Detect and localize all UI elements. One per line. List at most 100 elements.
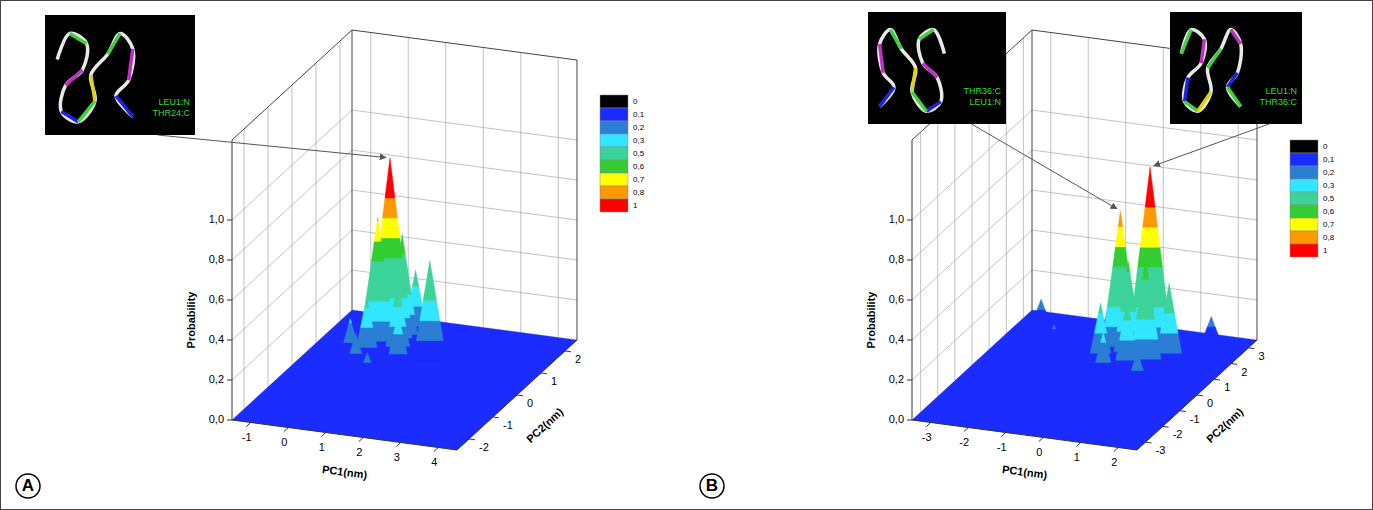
peak-band — [1160, 313, 1178, 333]
peak-band — [1143, 207, 1158, 227]
y-tick — [1146, 442, 1152, 444]
grid-line — [520, 53, 521, 333]
y-tick — [1231, 363, 1237, 365]
x-tick — [246, 423, 250, 427]
x-tick-label: -1 — [242, 431, 252, 443]
colorbar-swatch — [1290, 153, 1318, 166]
backbone-segment — [108, 33, 121, 54]
grid-line — [292, 85, 293, 365]
grid-line — [972, 85, 973, 365]
x-tick — [1001, 433, 1005, 437]
backbone-segment — [912, 92, 926, 111]
y-tick-label: -2 — [1173, 428, 1183, 440]
colorbar-swatch — [1290, 166, 1318, 179]
peak-band — [350, 334, 362, 354]
colorbar-label: 1 — [633, 201, 638, 210]
inset-background — [45, 15, 195, 135]
panel-letter: A — [16, 474, 40, 498]
colorbar-swatch — [600, 186, 628, 199]
arrow — [158, 135, 386, 158]
peak-band — [412, 270, 418, 286]
x-tick-label: 1 — [1074, 451, 1080, 463]
peak — [384, 314, 411, 374]
peak-band — [360, 307, 372, 327]
surface — [1030, 167, 1223, 391]
backbone — [879, 29, 945, 111]
grid-line — [1023, 38, 1024, 318]
y-tick — [1180, 410, 1186, 412]
z-tick-label: 0,8 — [209, 253, 224, 265]
grid-line — [1050, 33, 1051, 313]
y-tick-label: 0 — [1207, 397, 1213, 409]
y-tick-label: -2 — [479, 441, 489, 453]
residue-label: THR24:C — [152, 108, 190, 118]
peak-band — [1157, 333, 1182, 353]
z-tick-label: 0,8 — [889, 253, 904, 265]
y-tick — [1248, 347, 1254, 349]
peak-band — [364, 353, 372, 363]
y-axis-title: PC2(nm) — [524, 405, 566, 445]
peak-band — [1099, 303, 1103, 313]
backbone-segment — [1208, 49, 1221, 68]
peak-band — [393, 283, 402, 307]
colorbar-label: 0 — [1323, 142, 1328, 151]
z-tick — [227, 380, 232, 381]
z-tick — [907, 220, 912, 221]
backbone-segment — [923, 63, 937, 77]
z-axis-line — [232, 140, 233, 420]
backbone-segment — [1228, 73, 1238, 87]
floor — [232, 310, 577, 450]
grid-line — [232, 190, 352, 300]
backbone-segment — [1201, 39, 1204, 63]
y-tick-label: 1 — [551, 375, 557, 387]
x-tick — [359, 438, 363, 442]
box-edge — [232, 30, 352, 140]
colorbar-swatch — [600, 199, 628, 212]
x-tick-label: -3 — [922, 431, 932, 443]
y-tick — [469, 439, 475, 441]
z-axis-line — [912, 140, 913, 420]
backbone-segment — [1228, 87, 1241, 106]
peak-band — [1037, 299, 1045, 309]
peak — [1125, 351, 1149, 391]
z-tick — [227, 300, 232, 301]
colorbar-label: 0,8 — [1323, 233, 1335, 242]
residue-label: LEU1:N — [1265, 86, 1297, 96]
colorbar-swatch — [1290, 140, 1318, 153]
grid-line — [268, 107, 269, 387]
z-tick — [227, 220, 232, 221]
colorbar-label: 0,5 — [633, 149, 645, 158]
peak-band — [1030, 309, 1053, 329]
peak-band — [1200, 327, 1223, 347]
peak-band — [1095, 343, 1111, 363]
grid-line — [232, 230, 352, 340]
box-edge — [577, 60, 578, 340]
grid-line — [445, 43, 446, 323]
colorbar-swatch — [600, 121, 628, 134]
backbone-segment — [926, 102, 940, 112]
backbone-segment — [61, 111, 78, 121]
peak-band — [1145, 167, 1155, 207]
x-tick-label: 4 — [431, 456, 437, 468]
peak-band — [1101, 333, 1106, 343]
x-tick-label: 2 — [356, 446, 362, 458]
backbone-segment — [890, 30, 901, 49]
x-tick-label: -2 — [959, 436, 969, 448]
colorbar-swatch — [600, 147, 628, 160]
colorbar-label: 0,2 — [1323, 168, 1335, 177]
panel-letter-text: A — [22, 476, 34, 495]
y-tick — [1197, 395, 1203, 397]
backbone-segment — [129, 49, 133, 80]
backbone-segment — [116, 96, 133, 117]
box-edge — [352, 30, 577, 60]
inset-background — [1170, 12, 1302, 124]
y-tick-label: -1 — [503, 419, 513, 431]
y-axis-title: PC2(nm) — [1204, 405, 1246, 445]
backbone-segment — [1231, 30, 1241, 44]
grid-line — [912, 110, 1032, 220]
peak-band — [1123, 300, 1131, 320]
colorbar-label: 0,3 — [1323, 181, 1335, 190]
y-tick — [493, 417, 499, 419]
grid-line — [1032, 150, 1257, 180]
colorbar-label: 0,2 — [633, 123, 645, 132]
